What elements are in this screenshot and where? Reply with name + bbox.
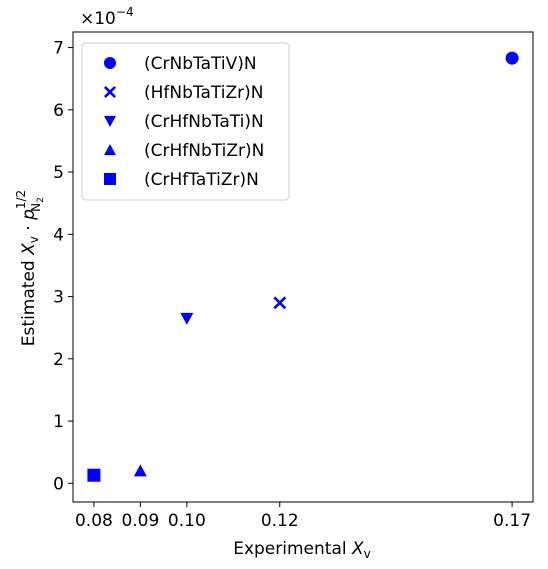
legend-marker-circle [104,57,116,69]
y-tick-label: 1 [53,412,64,432]
data-point-triangle-up [133,464,147,477]
y-tick-label: 2 [53,350,64,370]
y-axis-label-p-sub-2: 2 [36,197,46,203]
legend-marker-triangle-up [104,144,116,156]
y-axis-label-op: · [19,220,39,236]
y-scale-exponent: −4 [116,5,134,19]
data-point-x [273,296,287,310]
y-axis-label-p-sup: 1/2 [14,190,28,209]
data-point-circle [505,51,519,65]
x-axis-label-prefix: Experimental [233,539,352,559]
plot-area [72,31,534,503]
legend-label: (CrHfNbTaTi)N [144,112,264,132]
y-axis-label-symbol: X [19,243,39,256]
legend-marker-square [104,173,116,185]
y-tick-label: 0 [53,474,64,494]
x-tick-label: 0.10 [168,511,206,531]
x-axis-label-sub: v [364,547,371,561]
x-tick-label: 0.12 [261,511,299,531]
y-axis-label: Estimated Xv · p1/2N2 [14,190,46,346]
legend: (CrNbTaTiV)N (HfNbTaTiZr)N (CrHfNbTaTi)N (C… [81,42,290,201]
data-point-square [87,468,101,482]
y-tick-label: 7 [53,39,64,59]
y-scale-base: ×10 [80,9,116,29]
data-point-x-stroke [273,296,287,310]
y-scale-factor: ×10−4 [80,5,134,29]
y-axis: 0 1 2 3 4 5 6 7 [53,39,73,494]
x-axis-label: Experimental Xv [233,539,371,561]
y-tick-label: 4 [53,225,64,245]
y-axis-label-sub: v [27,236,41,243]
y-tick-label: 6 [53,101,64,121]
x-tick-label: 0.08 [75,511,113,531]
x-axis-label-symbol: X [351,539,364,559]
data-point-triangle-down [180,312,194,325]
legend-label: (CrHfTaTiZr)N [144,170,259,190]
legend-marker-x-stroke [103,85,117,99]
x-tick-label: 0.17 [493,511,531,531]
data-points [87,51,519,482]
y-tick-label: 3 [53,288,64,308]
legend-label: (CrHfNbTiZr)N [144,141,264,161]
legend-marker-x [103,85,117,99]
legend-label: (HfNbTaTiZr)N [144,83,263,103]
x-tick-label: 0.09 [121,511,159,531]
x-axis: 0.08 0.09 0.10 0.12 0.17 [75,502,531,531]
y-axis-label-p: p [19,209,39,221]
legend-box [81,42,290,201]
y-axis-label-prefix: Estimated [19,255,39,346]
y-tick-label: 5 [53,163,64,183]
legend-marker-triangle-down [104,115,116,127]
legend-label: (CrNbTaTiV)N [144,54,257,74]
y-axis-label-p-sub-n: N [29,203,43,212]
